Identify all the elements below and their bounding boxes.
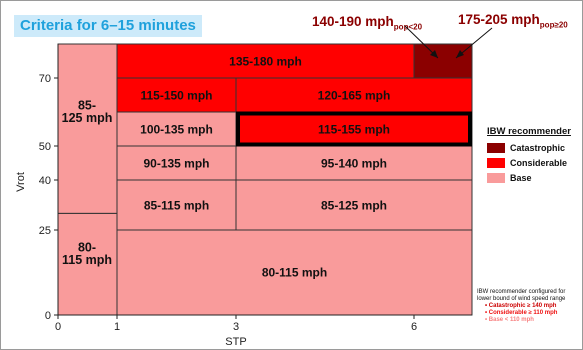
note-item-considerable: • Considerable ≥ 110 mph	[485, 310, 558, 316]
region-label-0: 80-115 mph	[62, 240, 112, 267]
region-label-4: 85-125 mph	[321, 198, 387, 212]
x-tick-label-0: 0	[55, 321, 61, 333]
region-label-7-line-0: 100-135 mph	[140, 122, 213, 136]
region-12-catastrophic	[413, 43, 473, 79]
region-label-2-line-0: 80-115 mph	[262, 265, 327, 279]
callout-pop-lt-20: 140-190 mphpop<20	[312, 14, 422, 32]
region-label-11: 135-180 mph	[229, 54, 302, 68]
region-label-8-line-0: 115-155 mph	[318, 122, 390, 136]
callout-pop-ge-20-sub: pop≥20	[539, 20, 568, 30]
legend: IBW recommender Catastrophic Considerabl…	[487, 126, 571, 187]
legend-swatch-considerable	[487, 157, 505, 168]
region-label-4-line-0: 85-125 mph	[321, 198, 387, 212]
y-tick-label-1: 25	[39, 225, 51, 237]
x-tick-label-2: 3	[233, 321, 239, 333]
callout-pop-lt-20-sub: pop<20	[393, 22, 423, 32]
callout-arrowhead-pop-lt-20	[430, 50, 438, 58]
region-label-9: 115-150 mph	[140, 88, 212, 102]
region-10-considerable	[235, 77, 473, 113]
region-label-9-line-0: 115-150 mph	[140, 88, 212, 102]
note-item-catastrophic: • Catastrophic ≥ 140 mph	[485, 303, 557, 309]
region-3-base	[116, 179, 237, 231]
region-label-0-line-1: 115 mph	[62, 253, 112, 267]
region-9-considerable	[116, 77, 237, 113]
region-label-6-line-0: 95-140 mph	[321, 156, 387, 170]
legend-label-considerable: Considerable	[510, 157, 568, 168]
recommender-note: IBW recommender configured for lower bou…	[477, 289, 581, 324]
region-label-1-line-1: 125 mph	[62, 111, 113, 125]
region-label-3: 85-115 mph	[144, 198, 209, 212]
legend-label-base: Base	[510, 172, 532, 183]
y-tick-label-3: 50	[39, 141, 51, 153]
y-axis-label: Vrot	[15, 172, 27, 192]
region-label-10: 120-165 mph	[318, 88, 391, 102]
x-axis-label: STP	[225, 336, 246, 348]
legend-swatch-catastrophic	[487, 142, 505, 153]
x-tick-label-1: 1	[114, 321, 120, 333]
region-label-6: 95-140 mph	[321, 156, 387, 170]
region-11-considerable	[116, 43, 415, 79]
region-label-5-line-0: 90-135 mph	[143, 156, 209, 170]
region-label-11-line-0: 135-180 mph	[229, 54, 302, 68]
chart-title: Criteria for 6–15 minutes	[14, 15, 202, 37]
callout-pop-ge-20: 175-205 mphpop≥20	[458, 12, 568, 30]
callout-arrowhead-pop-ge-20	[456, 50, 464, 58]
legend-swatch-base	[487, 172, 505, 183]
legend-item-base: Base	[487, 172, 571, 183]
region-label-8: 115-155 mph	[318, 122, 390, 136]
region-label-3-line-0: 85-115 mph	[144, 198, 209, 212]
region-label-1-line-0: 85-	[78, 98, 96, 112]
y-tick-label-4: 70	[39, 73, 51, 85]
region-label-5: 90-135 mph	[143, 156, 209, 170]
legend-item-considerable: Considerable	[487, 157, 571, 168]
region-label-10-line-0: 120-165 mph	[318, 88, 391, 102]
y-tick-label-0: 0	[45, 310, 51, 322]
region-label-1: 85-125 mph	[62, 98, 113, 125]
region-0-base	[57, 212, 118, 316]
recommender-note-text: IBW recommender configured for lower bou…	[477, 289, 566, 302]
recommender-note-list: • Catastrophic ≥ 140 mph • Considerable …	[477, 303, 581, 324]
callout-pop-lt-20-main: 140-190 mph	[312, 14, 394, 29]
region-6-base	[235, 145, 473, 181]
region-1-base	[57, 43, 118, 214]
y-tick-label-2: 40	[39, 175, 51, 187]
region-label-0-line-0: 80-	[78, 240, 96, 254]
region-label-2: 80-115 mph	[262, 265, 327, 279]
note-item-base: • Base < 110 mph	[485, 317, 534, 323]
highlight-border	[236, 111, 472, 147]
region-4-base	[235, 179, 473, 231]
legend-title: IBW recommender	[487, 126, 571, 137]
region-label-7: 100-135 mph	[140, 122, 213, 136]
region-5-base	[116, 145, 237, 181]
callout-pop-ge-20-main: 175-205 mph	[458, 12, 540, 27]
x-tick-label-3: 6	[411, 321, 417, 333]
legend-item-catastrophic: Catastrophic	[487, 142, 571, 153]
legend-label-catastrophic: Catastrophic	[510, 142, 566, 153]
